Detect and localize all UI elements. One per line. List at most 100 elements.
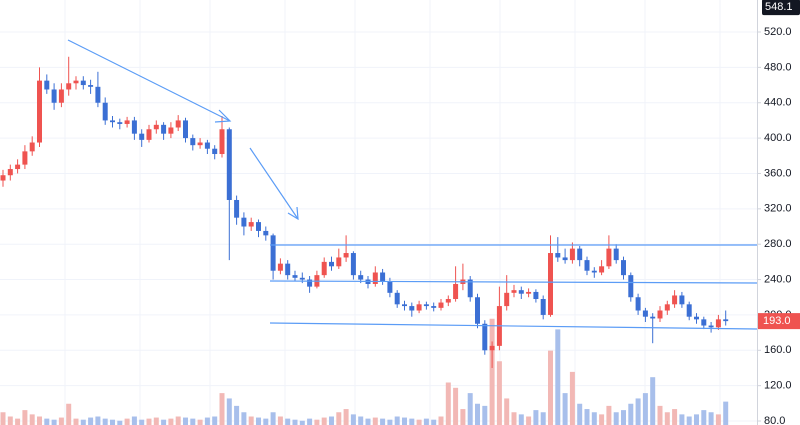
volume-bar bbox=[197, 419, 203, 425]
volume-bar bbox=[504, 398, 510, 425]
volume-bar bbox=[285, 418, 291, 425]
candle-body bbox=[321, 261, 327, 276]
candle-body bbox=[110, 120, 115, 123]
volume-bar bbox=[37, 416, 42, 425]
volume-bar bbox=[329, 416, 334, 425]
candle-body bbox=[642, 310, 648, 317]
volume-bar bbox=[131, 416, 137, 425]
volume-bar bbox=[584, 409, 590, 425]
candle-body bbox=[511, 290, 517, 293]
candle-body bbox=[95, 86, 101, 103]
price-axis: 80.0120.0160.0200.0240.0280.0320.0360.04… bbox=[757, 0, 800, 425]
volume-bar bbox=[153, 417, 159, 425]
volume-bar bbox=[234, 405, 240, 425]
volume-bar bbox=[402, 417, 407, 425]
y-tick-label: 320.0 bbox=[764, 203, 792, 215]
high-marker-box bbox=[762, 0, 800, 16]
candle-body bbox=[37, 80, 42, 143]
candle-body bbox=[445, 299, 451, 303]
candle-body bbox=[664, 304, 670, 311]
volume-bar bbox=[183, 417, 188, 425]
support-line bbox=[269, 322, 758, 330]
volume-bar bbox=[679, 414, 685, 425]
candle-body bbox=[131, 120, 137, 134]
candle-body bbox=[175, 120, 181, 128]
volume-bar bbox=[343, 409, 349, 425]
candle-body bbox=[219, 129, 225, 155]
candle-body bbox=[88, 85, 94, 87]
candle-body bbox=[599, 266, 605, 273]
last-price-box bbox=[758, 313, 800, 330]
volume-bar bbox=[518, 414, 524, 425]
y-tick-label: 400.0 bbox=[764, 132, 792, 144]
candle-body bbox=[66, 83, 72, 90]
candle-body bbox=[256, 222, 261, 231]
candle-body bbox=[489, 345, 495, 351]
volume-bar bbox=[628, 403, 634, 425]
candle-body bbox=[438, 302, 444, 308]
volume-bar bbox=[460, 409, 466, 425]
volume-bar bbox=[548, 350, 553, 425]
y-tick-label: 440.0 bbox=[764, 97, 792, 109]
candle-body bbox=[409, 306, 415, 311]
candle-body bbox=[686, 304, 692, 317]
candle-body bbox=[336, 257, 342, 267]
candle-body bbox=[672, 295, 678, 305]
candle-body bbox=[0, 175, 6, 181]
candle-body bbox=[190, 138, 196, 146]
candle-body bbox=[161, 124, 167, 134]
volume-bar bbox=[204, 417, 210, 425]
volume-bars bbox=[0, 318, 729, 425]
volume-bar bbox=[139, 419, 145, 425]
volume-bar bbox=[496, 361, 502, 425]
candles bbox=[0, 56, 729, 368]
candle-body bbox=[51, 89, 57, 103]
horizontal-grid bbox=[0, 31, 757, 422]
volume-bar bbox=[482, 405, 488, 425]
volume-bar bbox=[394, 416, 400, 425]
candle-body bbox=[402, 304, 407, 307]
candle-body bbox=[299, 277, 305, 280]
volume-bar bbox=[350, 414, 356, 425]
volume-bar bbox=[277, 416, 283, 425]
volume-bar bbox=[270, 412, 276, 425]
trend-arrow bbox=[67, 39, 231, 122]
candle-body bbox=[44, 80, 50, 90]
volume-bar bbox=[175, 416, 181, 425]
volume-bar bbox=[467, 393, 473, 425]
y-tick-label: 480.0 bbox=[764, 61, 792, 73]
y-tick-label: 520.0 bbox=[764, 26, 792, 38]
volume-bar bbox=[117, 420, 123, 425]
volume-bar bbox=[212, 416, 218, 425]
volume-bar bbox=[358, 416, 364, 425]
volume-bar bbox=[657, 405, 663, 425]
volume-bar bbox=[168, 418, 174, 425]
volume-bar bbox=[511, 412, 517, 425]
volume-bar bbox=[555, 329, 561, 425]
candle-body bbox=[526, 291, 532, 294]
volume-bar bbox=[95, 416, 101, 425]
volume-bar bbox=[453, 387, 459, 425]
candle-body bbox=[394, 292, 400, 305]
volume-bar bbox=[73, 418, 79, 425]
high-marker-label: 548.1 bbox=[765, 1, 793, 13]
volume-bar bbox=[715, 414, 721, 425]
candle-body bbox=[584, 260, 590, 271]
volume-bar bbox=[613, 412, 619, 425]
volume-bar bbox=[124, 418, 130, 425]
candle-body bbox=[226, 129, 232, 200]
candle-body bbox=[285, 263, 291, 276]
candle-body bbox=[555, 253, 561, 258]
volume-bar bbox=[66, 403, 72, 425]
volume-bar bbox=[110, 419, 115, 425]
volume-bar bbox=[686, 416, 692, 425]
volume-bar bbox=[146, 418, 152, 425]
candle-body bbox=[358, 275, 364, 280]
candle-body bbox=[277, 263, 283, 271]
volume-bar bbox=[540, 412, 546, 425]
candle-body bbox=[248, 222, 254, 227]
y-tick-label: 280.0 bbox=[764, 238, 792, 250]
candle-body bbox=[241, 217, 247, 227]
volume-bar bbox=[365, 418, 371, 425]
volume-bar bbox=[642, 393, 648, 425]
